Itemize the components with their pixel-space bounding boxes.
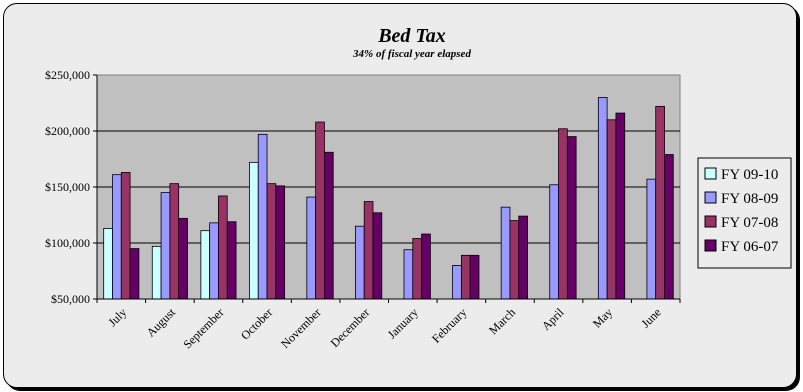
bar — [615, 112, 626, 300]
legend-swatch — [704, 167, 717, 180]
bar — [452, 264, 462, 300]
x-tick-label: September — [180, 305, 226, 351]
legend-label: FY 06-07 — [721, 239, 779, 255]
bar — [355, 225, 365, 300]
bar — [469, 254, 480, 300]
bar — [315, 121, 325, 300]
bar — [151, 245, 162, 300]
y-tick-label: $100,000 — [45, 236, 90, 250]
bar — [558, 128, 568, 300]
x-tick-label: July — [105, 305, 129, 329]
chart-subtitle: 34% of fiscal year elapsed — [352, 48, 471, 60]
legend: FY 09-10 FY 08-09 FY 07-08 FY 06-07 — [697, 157, 792, 269]
gridlines — [97, 130, 680, 244]
bar — [257, 133, 268, 300]
chart-title: Bed Tax — [377, 25, 446, 47]
x-tick-label: January — [385, 305, 421, 341]
bar — [566, 136, 577, 300]
bar — [160, 192, 171, 300]
bar — [421, 233, 431, 300]
x-tick-label: November — [278, 305, 324, 351]
x-tick-label: June — [638, 305, 663, 330]
legend-swatch — [704, 239, 717, 252]
x-tick-label: August — [144, 305, 179, 340]
legend-swatch — [704, 215, 717, 228]
y-tick-label: $250,000 — [45, 68, 90, 82]
bar — [500, 206, 511, 300]
legend-label: FY 08-09 — [721, 191, 778, 207]
bar — [509, 220, 520, 300]
bar — [606, 119, 617, 300]
bar — [178, 217, 188, 300]
bar — [120, 172, 131, 300]
bar — [103, 228, 113, 300]
bar — [518, 215, 528, 300]
bar — [306, 196, 317, 300]
bar — [266, 183, 277, 300]
bar — [112, 174, 122, 300]
x-tick-label: February — [429, 305, 470, 346]
x-tick-label: October — [238, 305, 275, 342]
bar — [403, 249, 414, 300]
x-tick-label: May — [590, 305, 615, 330]
bar — [664, 154, 674, 300]
y-axis: $50,000 $100,000 $150,000 $200,000 $250,000 — [45, 68, 98, 306]
legend-label: FY 09-10 — [721, 167, 778, 183]
bar — [549, 184, 559, 300]
bar — [412, 238, 422, 300]
bar — [200, 230, 211, 300]
bar — [372, 212, 383, 300]
x-tick-label: April — [539, 305, 567, 333]
bar — [655, 105, 665, 300]
bar — [646, 178, 657, 300]
bar — [129, 248, 140, 300]
bar — [363, 201, 374, 300]
y-tick-label: $150,000 — [45, 180, 90, 194]
legend-swatch — [704, 191, 717, 204]
bar — [218, 195, 228, 300]
bar — [209, 222, 219, 300]
bar — [226, 221, 237, 300]
bars — [103, 97, 674, 300]
bar — [324, 151, 334, 300]
bar — [249, 161, 259, 300]
bar — [275, 185, 286, 300]
legend-label: FY 07-08 — [721, 215, 778, 231]
x-tick-label: March — [486, 305, 518, 337]
bar — [460, 254, 471, 300]
bar — [597, 97, 608, 300]
y-tick-label: $50,000 — [51, 292, 90, 306]
bar — [169, 183, 180, 300]
x-tick-label: December — [328, 305, 373, 350]
x-axis: July August September October November Decemb… — [96, 298, 681, 351]
y-tick-label: $200,000 — [45, 124, 90, 138]
